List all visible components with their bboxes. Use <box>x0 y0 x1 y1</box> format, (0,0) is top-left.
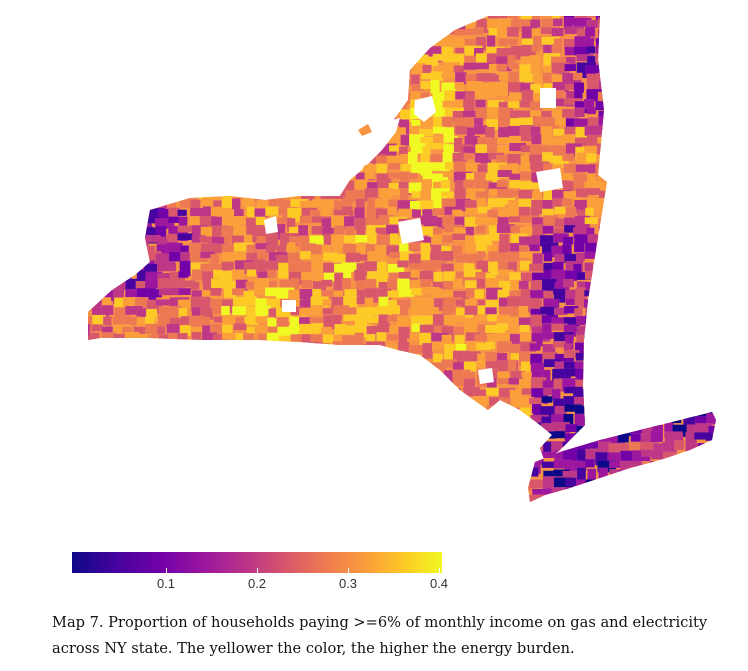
legend-tick-label: 0.2 <box>247 576 267 591</box>
map-regions <box>88 16 716 502</box>
legend-color-bar <box>72 552 442 573</box>
caption-line-1: Map 7. Proportion of households paying >… <box>52 614 708 631</box>
choropleth-map <box>88 16 716 502</box>
missing-data-areas <box>264 88 563 384</box>
color-legend: 0.1 0.2 0.3 0.4 <box>72 552 448 598</box>
legend-tick-label: 0.1 <box>156 576 176 591</box>
lake-outline <box>355 118 400 170</box>
caption-line-2: across NY state. The yellower the color,… <box>52 640 575 657</box>
legend-tick-mark <box>348 568 349 573</box>
map-caption: Map 7. Proportion of households paying >… <box>52 610 742 662</box>
legend-tick-label: 0.4 <box>429 576 449 591</box>
legend-tick-mark <box>166 568 167 573</box>
legend-tick-label: 0.3 <box>338 576 358 591</box>
island-shape <box>358 124 372 136</box>
legend-tick-mark <box>439 568 440 573</box>
legend-tick-mark <box>257 568 258 573</box>
